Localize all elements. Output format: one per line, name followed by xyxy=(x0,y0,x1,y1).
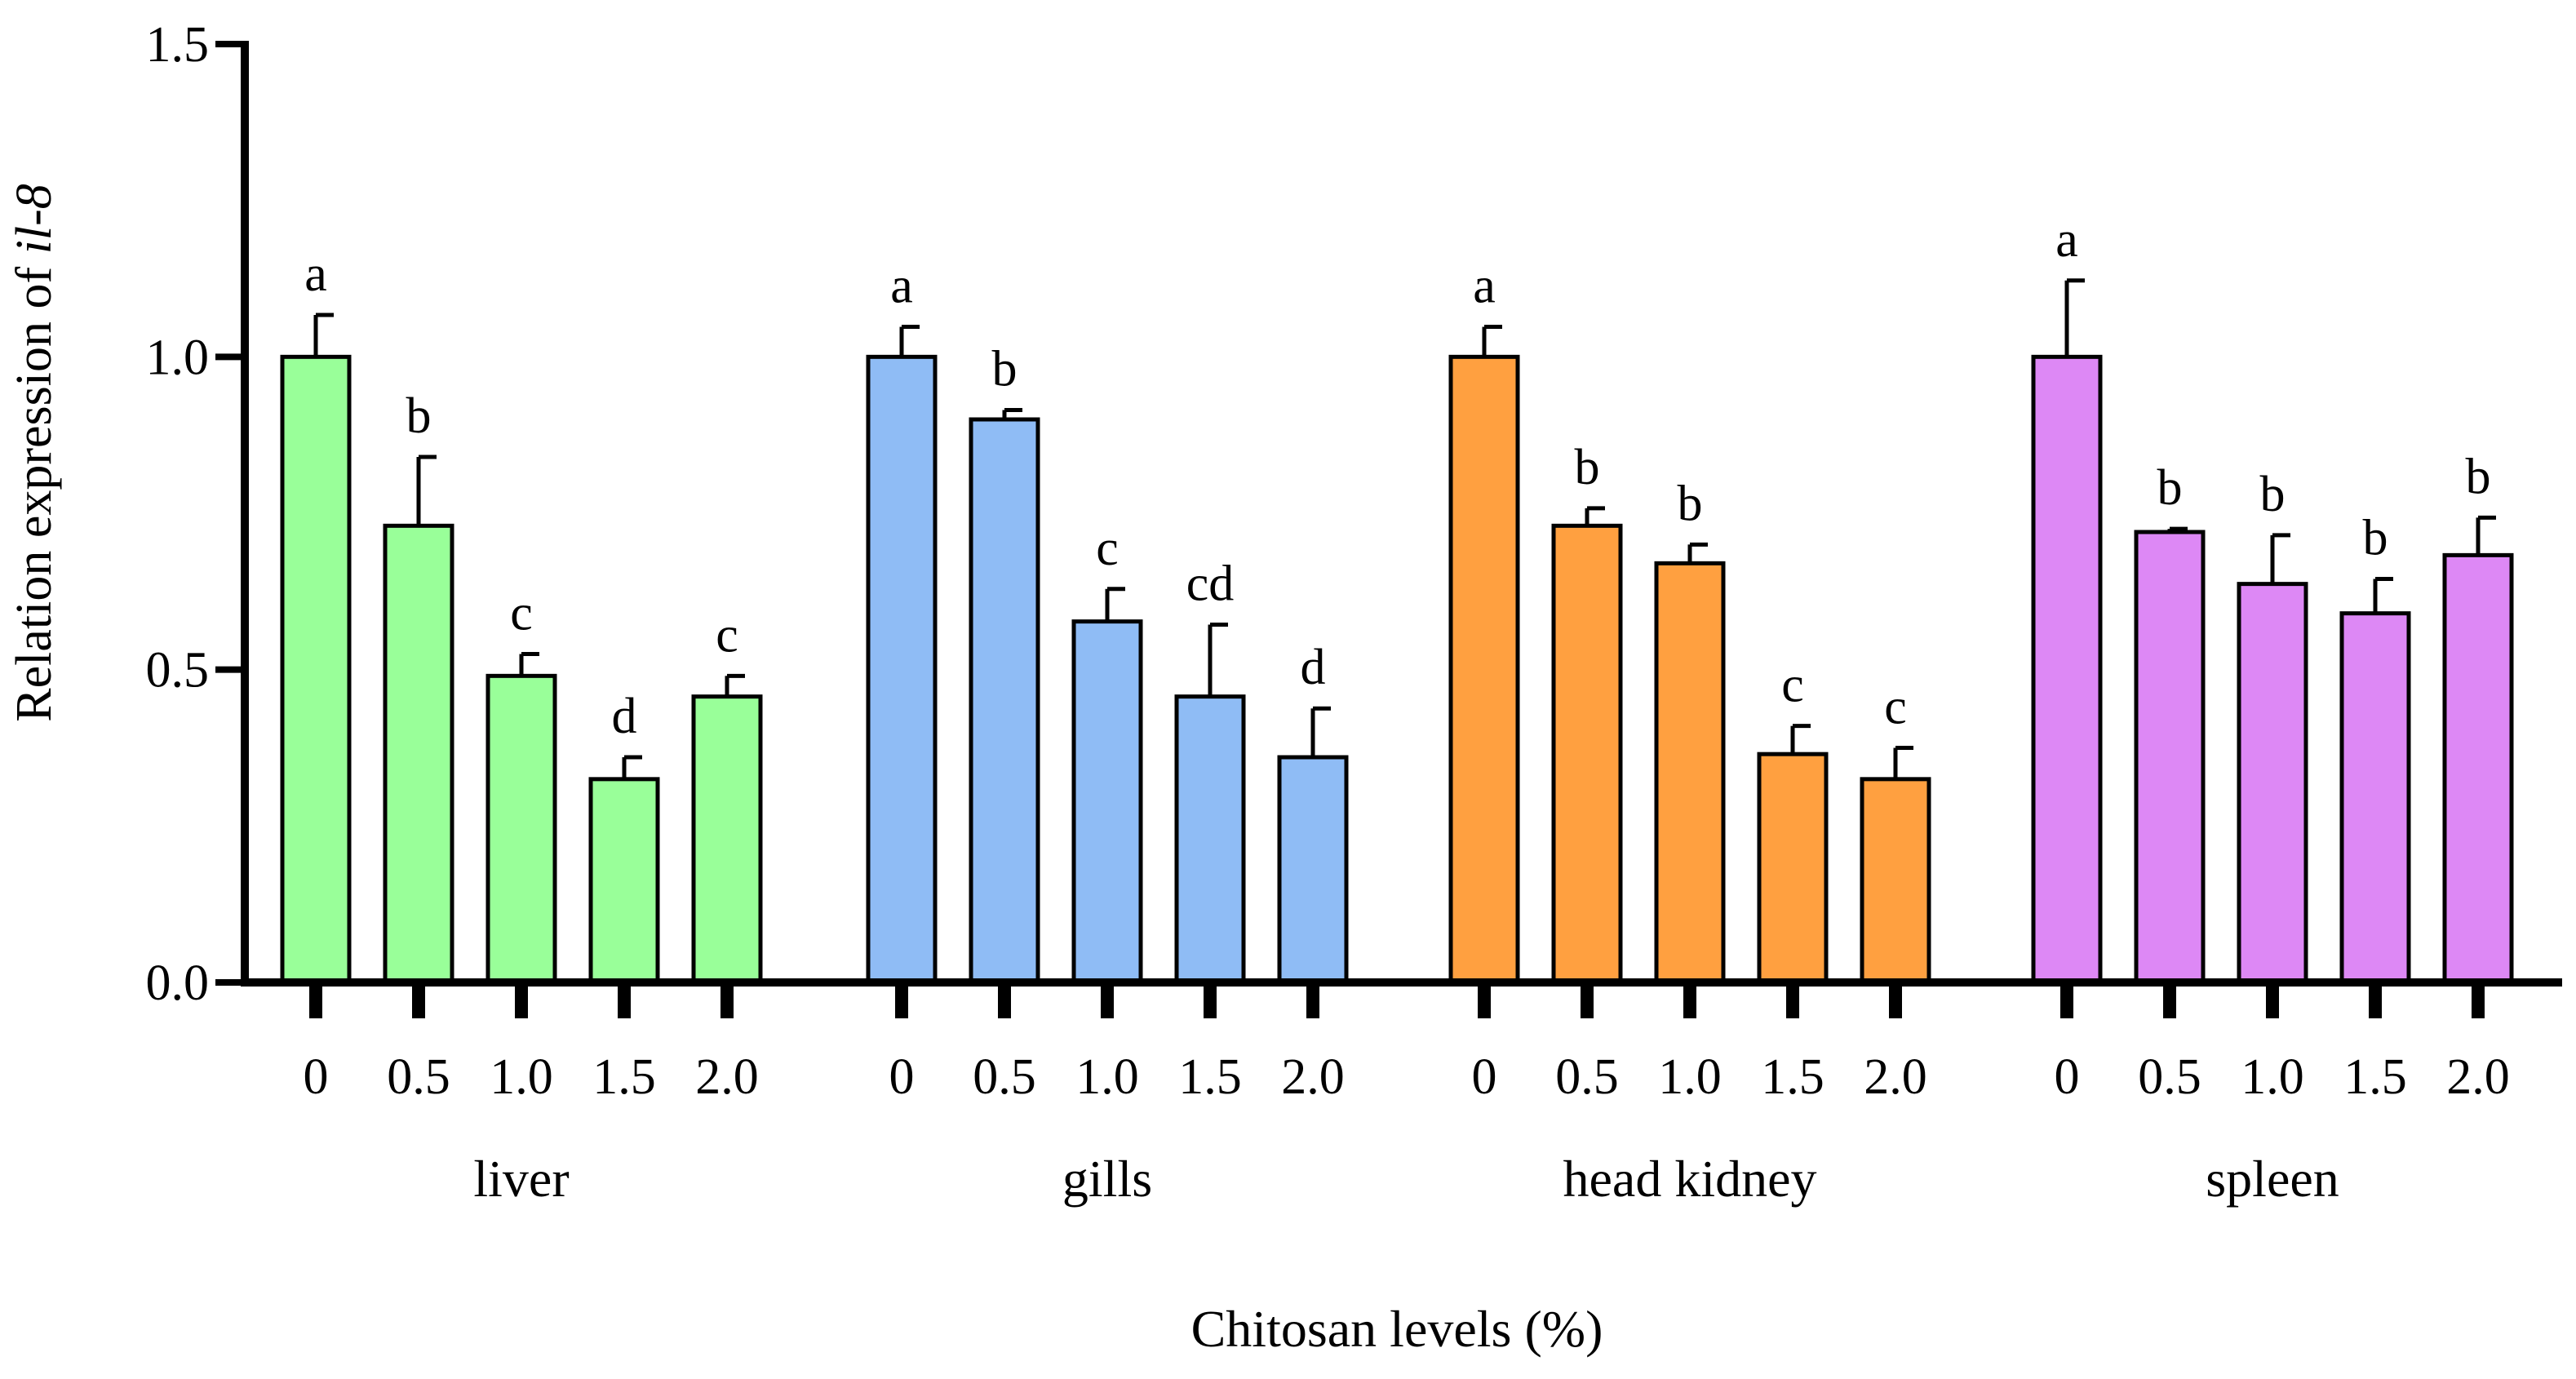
bar xyxy=(1654,561,1726,985)
bar xyxy=(969,417,1040,985)
significance-letter: a xyxy=(890,259,913,314)
bar xyxy=(2237,582,2308,985)
x-tick-label: 1.0 xyxy=(2241,1049,2304,1105)
bar xyxy=(2134,530,2206,985)
y-tick-label: 1.0 xyxy=(146,330,210,385)
significance-letter: d xyxy=(612,689,637,744)
significance-letter: a xyxy=(2055,212,2078,268)
significance-letter: cd xyxy=(1186,556,1235,611)
x-tick-label: 1.0 xyxy=(1075,1049,1139,1105)
bar xyxy=(280,354,352,985)
bar xyxy=(588,777,660,985)
group-label: head kidney xyxy=(1563,1150,1817,1208)
group-label: spleen xyxy=(2206,1150,2339,1208)
significance-letter: d xyxy=(1301,640,1326,695)
bar xyxy=(866,354,938,985)
significance-letter: b xyxy=(1575,440,1600,495)
bar xyxy=(1448,354,1520,985)
group-label: liver xyxy=(473,1150,569,1208)
bar xyxy=(1071,619,1143,985)
significance-letter: c xyxy=(1096,521,1119,576)
x-tick-label: 1.5 xyxy=(2343,1049,2407,1105)
bar xyxy=(1860,777,1931,985)
significance-letter: a xyxy=(304,246,327,302)
bar xyxy=(1757,752,1829,985)
x-tick-label: 0.5 xyxy=(387,1049,450,1105)
significance-letter: c xyxy=(1781,658,1804,713)
group-label: gills xyxy=(1062,1150,1152,1208)
significance-letter: b xyxy=(406,388,432,444)
x-tick-label: 0.5 xyxy=(2138,1049,2201,1105)
x-tick-label: 2.0 xyxy=(1281,1049,1345,1105)
x-tick-label: 0 xyxy=(304,1049,329,1105)
bar xyxy=(691,694,763,985)
x-tick-label: 1.0 xyxy=(1658,1049,1722,1105)
y-tick-label: 0.5 xyxy=(146,643,210,698)
bar xyxy=(1551,523,1623,985)
x-tick-label: 1.5 xyxy=(1761,1049,1824,1105)
x-tick-label: 0 xyxy=(2055,1049,2080,1105)
y-tick-label: 0.0 xyxy=(146,956,210,1011)
x-tick-label: 1.5 xyxy=(592,1049,656,1105)
x-tick-label: 0.5 xyxy=(1555,1049,1619,1105)
x-axis: 0 0.5 1.0 1.5 2.0 liver 0 0.5 1.0 1.5 2.0 gills 0 0.5… xyxy=(241,978,2562,1208)
y-tick-label: 1.5 xyxy=(146,17,210,73)
significance-letter: c xyxy=(716,607,738,663)
bar xyxy=(1174,694,1246,985)
y-axis-label-gene: il-8 xyxy=(7,184,62,254)
x-axis-label: Chitosan levels (%) xyxy=(1191,1300,1603,1358)
x-tick-label: 0.5 xyxy=(973,1049,1036,1105)
x-tick-label: 2.0 xyxy=(695,1049,759,1105)
significance-letter: a xyxy=(1473,259,1496,314)
bar xyxy=(2031,354,2103,985)
significance-letter: b xyxy=(2260,467,2286,522)
bar xyxy=(383,523,454,985)
significance-letter: b xyxy=(1678,476,1703,531)
bar xyxy=(2339,611,2411,985)
y-axis: 0.0 0.5 1.0 1.5 xyxy=(146,17,249,1011)
x-tick-label: 1.0 xyxy=(490,1049,553,1105)
y-axis-label: Relation expression of il-8 xyxy=(7,184,62,722)
x-tick-label: 1.5 xyxy=(1178,1049,1242,1105)
bar xyxy=(1277,755,1349,985)
significance-letter: b xyxy=(992,342,1018,397)
significance-letter: c xyxy=(510,586,533,641)
bar xyxy=(485,673,557,985)
x-tick-label: 0 xyxy=(1472,1049,1497,1105)
significance-letter: b xyxy=(2363,511,2388,566)
significance-letter: b xyxy=(2466,449,2491,504)
significance-letter: c xyxy=(1884,680,1907,735)
x-tick-label: 2.0 xyxy=(1864,1049,1927,1105)
y-axis-label-text: Relation expression of xyxy=(7,254,62,721)
x-tick-label: 2.0 xyxy=(2446,1049,2510,1105)
significance-letter: b xyxy=(2157,460,2183,516)
x-tick-label: 0 xyxy=(889,1049,915,1105)
bar xyxy=(2442,552,2514,985)
